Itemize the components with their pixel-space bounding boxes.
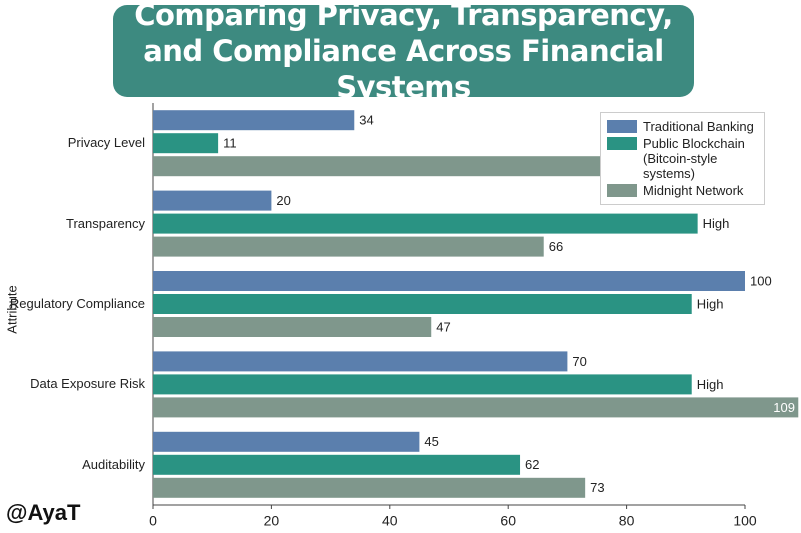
data-label: 45 <box>424 434 438 449</box>
data-label: High <box>697 296 724 311</box>
bar <box>153 454 521 475</box>
bar <box>153 133 219 154</box>
bar <box>153 477 586 498</box>
data-label: High <box>703 216 730 231</box>
legend-swatch <box>607 137 637 150</box>
bar <box>153 397 799 418</box>
chart-title: Comparing Privacy, Transparency, and Com… <box>113 0 694 104</box>
legend-label: Traditional Banking <box>643 119 754 134</box>
x-tick-label: 20 <box>264 513 280 529</box>
x-tick-label: 80 <box>619 513 635 529</box>
data-label: High <box>697 377 724 392</box>
legend-item: Traditional Banking <box>607 119 758 134</box>
data-label: 20 <box>276 193 290 208</box>
bar <box>153 374 692 395</box>
legend-item: Midnight Network <box>607 183 758 198</box>
y-tick-label: Data Exposure Risk <box>30 376 145 392</box>
legend: Traditional Banking Public Blockchain (Bi… <box>600 112 765 205</box>
data-label: 11 <box>223 136 237 151</box>
x-tick-label: 100 <box>733 513 757 529</box>
watermark: @AyaT <box>6 500 81 525</box>
y-tick-label: Transparency <box>66 215 145 231</box>
bar <box>153 271 745 291</box>
bar <box>153 236 544 257</box>
x-tick-label: 60 <box>500 513 516 529</box>
bar <box>153 317 432 337</box>
x-tick-label: 0 <box>149 513 157 529</box>
bar <box>153 156 645 177</box>
y-tick-label: Auditability <box>82 456 145 472</box>
data-label: 47 <box>436 319 450 334</box>
data-label: 100 <box>750 273 772 288</box>
bar <box>153 110 355 131</box>
data-label: 66 <box>549 239 563 254</box>
bar <box>153 351 568 372</box>
legend-label: Midnight Network <box>643 183 744 198</box>
legend-swatch <box>607 184 637 197</box>
data-label: 73 <box>590 480 604 495</box>
data-label: 70 <box>572 354 586 369</box>
data-label: 109 <box>773 400 795 415</box>
y-tick-label: Regulatory Compliance <box>9 296 145 311</box>
data-label: 34 <box>359 113 373 128</box>
y-tick-label: Privacy Level <box>67 135 145 151</box>
legend-item: Public Blockchain (Bitcoin-style systems… <box>607 136 758 181</box>
x-tick-label: 40 <box>382 513 398 529</box>
bar <box>153 190 272 211</box>
bar <box>153 294 692 314</box>
data-label: 62 <box>525 457 539 472</box>
legend-label: Public Blockchain (Bitcoin-style systems… <box>643 136 745 181</box>
legend-swatch <box>607 120 637 133</box>
bar <box>153 213 698 234</box>
bar <box>153 431 420 452</box>
